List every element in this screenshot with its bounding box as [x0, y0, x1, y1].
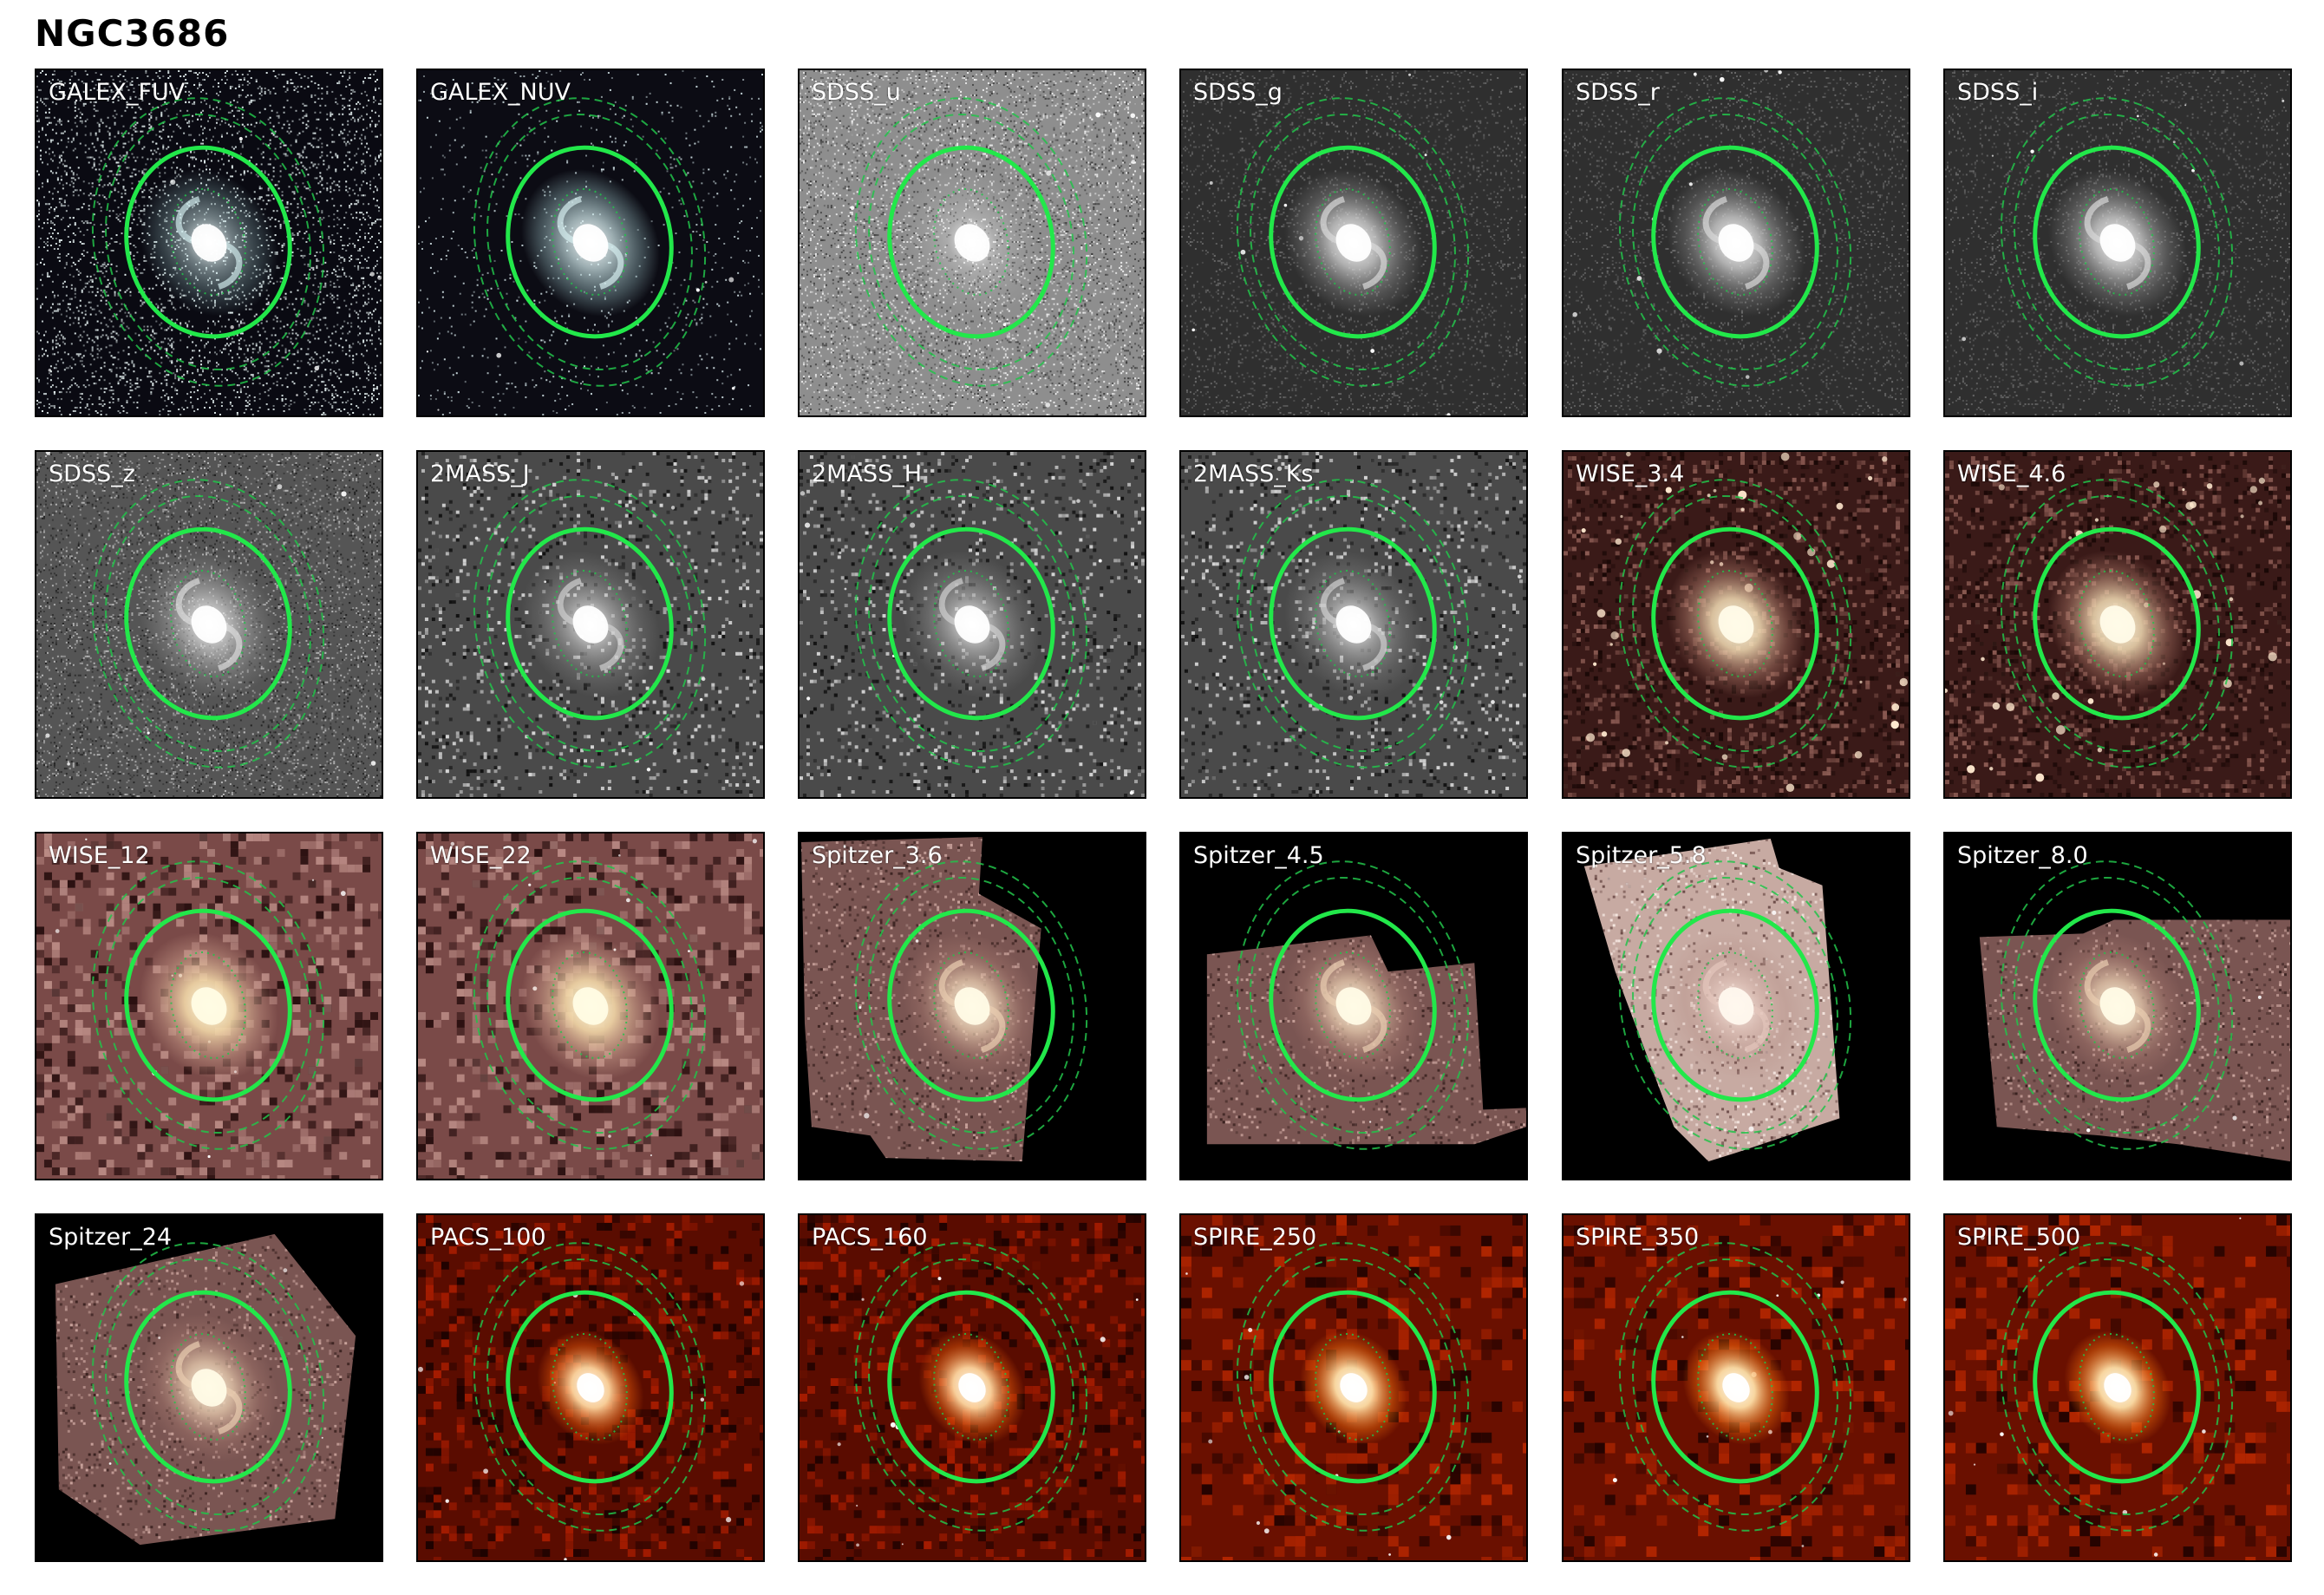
band-label: SDSS_z — [49, 461, 135, 487]
band-image — [1563, 1215, 1909, 1560]
band-label: SDSS_u — [812, 79, 901, 106]
band-image — [1563, 70, 1909, 415]
band-label: 2MASS_Ks — [1193, 461, 1314, 487]
image-panel-spitzer-24: Spitzer_24 — [35, 1213, 383, 1562]
band-label: SPIRE_500 — [1957, 1224, 2080, 1251]
band-label: GALEX_FUV — [49, 79, 185, 106]
image-panel-wise-4-6: WISE_4.6 — [1943, 450, 2292, 799]
band-image — [418, 1215, 763, 1560]
band-label: Spitzer_8.0 — [1957, 842, 2088, 869]
image-panel-sdss-u: SDSS_u — [798, 69, 1146, 417]
band-label: WISE_3.4 — [1576, 461, 1684, 487]
band-label: Spitzer_5.8 — [1576, 842, 1707, 869]
band-image — [418, 833, 763, 1179]
band-label: SDSS_i — [1957, 79, 2038, 106]
band-image — [1181, 452, 1526, 797]
band-image — [1181, 833, 1526, 1179]
image-panel-pacs-100: PACS_100 — [416, 1213, 765, 1562]
image-panel-spire-250: SPIRE_250 — [1179, 1213, 1528, 1562]
image-panel-spitzer-8-0: Spitzer_8.0 — [1943, 832, 2292, 1180]
band-label: Spitzer_24 — [49, 1224, 172, 1251]
image-panel-sdss-g: SDSS_g — [1179, 69, 1528, 417]
image-panel-2mass-ks: 2MASS_Ks — [1179, 450, 1528, 799]
band-label: GALEX_NUV — [430, 79, 571, 106]
band-image — [418, 452, 763, 797]
image-panel-galex-fuv: GALEX_FUV — [35, 69, 383, 417]
band-image — [1563, 452, 1909, 797]
band-image — [800, 452, 1145, 797]
image-panel-2mass-h: 2MASS_H — [798, 450, 1146, 799]
band-label: PACS_160 — [812, 1224, 928, 1251]
image-panel-wise-22: WISE_22 — [416, 832, 765, 1180]
image-panel-spitzer-4-5: Spitzer_4.5 — [1179, 832, 1528, 1180]
band-image — [418, 70, 763, 415]
image-panel-sdss-i: SDSS_i — [1943, 69, 2292, 417]
band-label: SPIRE_250 — [1193, 1224, 1316, 1251]
band-image — [1945, 70, 2290, 415]
band-image — [1563, 833, 1909, 1179]
image-panel-spitzer-5-8: Spitzer_5.8 — [1562, 832, 1910, 1180]
band-label: WISE_22 — [430, 842, 532, 869]
band-label: WISE_4.6 — [1957, 461, 2066, 487]
band-image — [36, 1215, 382, 1560]
band-image — [1945, 833, 2290, 1179]
image-panel-sdss-z: SDSS_z — [35, 450, 383, 799]
band-image — [1181, 70, 1526, 415]
band-label: 2MASS_H — [812, 461, 922, 487]
band-label: WISE_12 — [49, 842, 150, 869]
band-image — [1945, 1215, 2290, 1560]
band-image — [800, 833, 1145, 1179]
band-label: PACS_100 — [430, 1224, 546, 1251]
image-panel-galex-nuv: GALEX_NUV — [416, 69, 765, 417]
band-image — [36, 452, 382, 797]
image-panel-wise-12: WISE_12 — [35, 832, 383, 1180]
band-label: Spitzer_3.6 — [812, 842, 943, 869]
image-panel-spire-500: SPIRE_500 — [1943, 1213, 2292, 1562]
image-panel-spire-350: SPIRE_350 — [1562, 1213, 1910, 1562]
band-image — [800, 70, 1145, 415]
band-image — [800, 1215, 1145, 1560]
image-panel-sdss-r: SDSS_r — [1562, 69, 1910, 417]
band-label: SPIRE_350 — [1576, 1224, 1699, 1251]
image-panel-wise-3-4: WISE_3.4 — [1562, 450, 1910, 799]
band-label: Spitzer_4.5 — [1193, 842, 1324, 869]
band-image — [1945, 452, 2290, 797]
band-image — [36, 70, 382, 415]
band-image — [1181, 1215, 1526, 1560]
image-panel-2mass-j: 2MASS_J — [416, 450, 765, 799]
band-image — [36, 833, 382, 1179]
band-label: SDSS_g — [1193, 79, 1283, 106]
image-panel-pacs-160: PACS_160 — [798, 1213, 1146, 1562]
band-label: SDSS_r — [1576, 79, 1660, 106]
band-label: 2MASS_J — [430, 461, 530, 487]
image-panel-spitzer-3-6: Spitzer_3.6 — [798, 832, 1146, 1180]
